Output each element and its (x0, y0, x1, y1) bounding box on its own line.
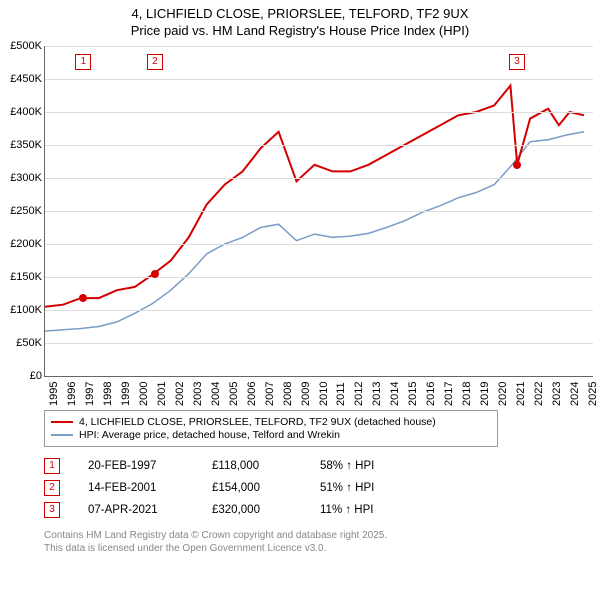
sale-row-marker: 2 (44, 480, 60, 496)
grid-line (45, 178, 593, 179)
x-tick-label: 1996 (66, 381, 78, 405)
x-tick-label: 1998 (102, 381, 114, 405)
x-tick-label: 2014 (389, 381, 401, 405)
sale-dot (513, 161, 521, 169)
legend-label-property: 4, LICHFIELD CLOSE, PRIORSLEE, TELFORD, … (79, 416, 436, 428)
sale-marker-2: 2 (147, 54, 163, 70)
x-tick-label: 1997 (84, 381, 96, 405)
hpi-line (45, 132, 584, 331)
sale-row: 2 14-FEB-2001 £154,000 51% ↑ HPI (44, 477, 600, 499)
y-tick-label: £350K (10, 139, 42, 151)
legend-item-property: 4, LICHFIELD CLOSE, PRIORSLEE, TELFORD, … (51, 416, 491, 428)
title-line-1: 4, LICHFIELD CLOSE, PRIORSLEE, TELFORD, … (0, 6, 600, 23)
x-tick-label: 2008 (282, 381, 294, 405)
x-tick-label: 1999 (120, 381, 132, 405)
footer: Contains HM Land Registry data © Crown c… (44, 529, 600, 555)
x-axis: 1995 1996 1997 1998 1999 2000 2001 2002 2003 2004… (44, 376, 592, 406)
sales-table: 1 20-FEB-1997 £118,000 58% ↑ HPI 2 14-FEB-200… (44, 455, 600, 521)
x-tick-label: 2000 (138, 381, 150, 405)
x-tick-label: 2020 (497, 381, 509, 405)
y-tick-label: £0 (30, 370, 42, 382)
x-tick-label: 2021 (515, 381, 527, 405)
x-tick-label: 2015 (407, 381, 419, 405)
x-tick-label: 2013 (371, 381, 383, 405)
sale-price: £118,000 (212, 460, 292, 472)
sale-dot (79, 294, 87, 302)
y-tick-label: £400K (10, 106, 42, 118)
x-tick-label: 2017 (443, 381, 455, 405)
grid-line (45, 277, 593, 278)
grid-line (45, 112, 593, 113)
legend-swatch-property (51, 421, 73, 423)
y-axis: £0£50K£100K£150K£200K£250K£300K£350K£400… (0, 46, 44, 376)
y-tick-label: £500K (10, 40, 42, 52)
x-tick-label: 2009 (300, 381, 312, 405)
chart-area: £0 £50K £100K £150K £200K £250K £300K £350K £400… (0, 46, 600, 406)
x-tick-label: 2023 (551, 381, 563, 405)
sale-dot (151, 270, 159, 278)
sale-hpi: 58% ↑ HPI (320, 460, 374, 472)
plot-area: 1 2 3 (44, 46, 593, 377)
sale-price: £154,000 (212, 482, 292, 494)
sale-row: 1 20-FEB-1997 £118,000 58% ↑ HPI (44, 455, 600, 477)
chart-title: 4, LICHFIELD CLOSE, PRIORSLEE, TELFORD, … (0, 0, 600, 40)
x-tick-label: 2018 (461, 381, 473, 405)
grid-line (45, 343, 593, 344)
grid-line (45, 244, 593, 245)
x-tick-label: 2011 (335, 382, 347, 406)
y-tick-label: £250K (10, 205, 42, 217)
sale-row-marker: 3 (44, 502, 60, 518)
sale-price: £320,000 (212, 504, 292, 516)
sale-row: 3 07-APR-2021 £320,000 11% ↑ HPI (44, 499, 600, 521)
grid-line (45, 46, 593, 47)
x-tick-label: 2003 (192, 381, 204, 405)
legend-swatch-hpi (51, 434, 73, 436)
y-tick-label: £150K (10, 271, 42, 283)
x-tick-label: 2012 (353, 381, 365, 405)
sale-marker-1: 1 (75, 54, 91, 70)
x-tick-label: 2004 (210, 381, 222, 405)
x-tick-label: 2006 (246, 381, 258, 405)
x-tick-label: 2022 (533, 381, 545, 405)
x-tick-label: 2024 (569, 381, 581, 405)
x-tick-label: 2005 (228, 381, 240, 405)
y-tick-label: £300K (10, 172, 42, 184)
grid-line (45, 145, 593, 146)
y-tick-label: £50K (16, 337, 42, 349)
sale-date: 20-FEB-1997 (88, 460, 184, 472)
x-tick-label: 2016 (425, 381, 437, 405)
sale-hpi: 11% ↑ HPI (320, 504, 373, 516)
y-tick-label: £450K (10, 73, 42, 85)
sale-marker-3: 3 (509, 54, 525, 70)
x-tick-label: 2007 (264, 381, 276, 405)
property-line (45, 85, 584, 306)
sale-date: 14-FEB-2001 (88, 482, 184, 494)
sale-row-marker: 1 (44, 458, 60, 474)
footer-line-2: This data is licensed under the Open Gov… (44, 542, 600, 555)
x-tick-label: 2019 (479, 381, 491, 405)
chart-container: 4, LICHFIELD CLOSE, PRIORSLEE, TELFORD, … (0, 0, 600, 590)
x-tick-label: 2001 (156, 381, 168, 405)
grid-line (45, 79, 593, 80)
footer-line-1: Contains HM Land Registry data © Crown c… (44, 529, 600, 542)
sale-date: 07-APR-2021 (88, 504, 184, 516)
legend-item-hpi: HPI: Average price, detached house, Telf… (51, 429, 491, 441)
y-tick-label: £200K (10, 238, 42, 250)
x-tick-label: 2010 (318, 381, 330, 405)
legend-label-hpi: HPI: Average price, detached house, Telf… (79, 429, 340, 441)
y-tick-label: £100K (10, 304, 42, 316)
title-line-2: Price paid vs. HM Land Registry's House … (0, 23, 600, 40)
x-tick-label: 2002 (174, 381, 186, 405)
x-tick-label: 2025 (587, 381, 599, 405)
grid-line (45, 310, 593, 311)
x-tick-label: 1995 (48, 381, 60, 405)
legend: 4, LICHFIELD CLOSE, PRIORSLEE, TELFORD, … (44, 410, 498, 447)
grid-line (45, 211, 593, 212)
sale-hpi: 51% ↑ HPI (320, 482, 374, 494)
